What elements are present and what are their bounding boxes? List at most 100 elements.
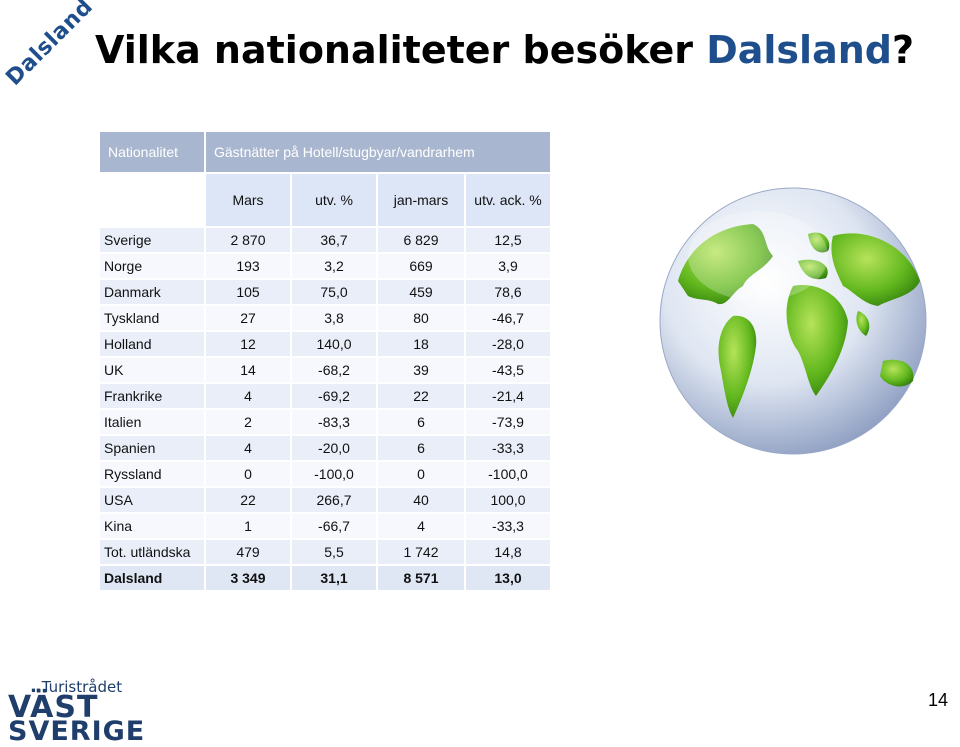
table-row: Tot. utländska 479 5,5 1 742 14,8	[100, 540, 550, 564]
cell-utv: 36,7	[292, 228, 376, 252]
table-row: Tyskland 27 3,8 80 -46,7	[100, 306, 550, 330]
corner-tag: Dalsland	[1, 0, 99, 91]
cell-mars: 2	[206, 410, 290, 434]
cell-utvack: 78,6	[466, 280, 550, 304]
cell-name: Kina	[100, 514, 204, 538]
cell-utvack: -73,9	[466, 410, 550, 434]
table-row: UK 14 -68,2 39 -43,5	[100, 358, 550, 382]
cell-utv: 31,1	[292, 566, 376, 590]
cell-name: Tyskland	[100, 306, 204, 330]
col-utv: utv. %	[292, 174, 376, 226]
cell-name: Sverige	[100, 228, 204, 252]
logo-line1: VÄST	[8, 690, 99, 725]
col-janmars: jan-mars	[378, 174, 464, 226]
cell-utv: -66,7	[292, 514, 376, 538]
guest-nights-table: Nationalitet Gästnätter på Hotell/stugby…	[98, 130, 552, 592]
cell-utv: -20,0	[292, 436, 376, 460]
header-nationality: Nationalitet	[100, 132, 204, 172]
cell-mars: 479	[206, 540, 290, 564]
cell-mars: 4	[206, 436, 290, 460]
cell-utv: -100,0	[292, 462, 376, 486]
table-row: Sverige 2 870 36,7 6 829 12,5	[100, 228, 550, 252]
cell-utvack: 12,5	[466, 228, 550, 252]
cell-mars: 4	[206, 384, 290, 408]
cell-utvack: -100,0	[466, 462, 550, 486]
cell-janmars: 0	[378, 462, 464, 486]
cell-janmars: 40	[378, 488, 464, 512]
page-number: 14	[927, 690, 948, 710]
table-row: Danmark 105 75,0 459 78,6	[100, 280, 550, 304]
cell-janmars: 80	[378, 306, 464, 330]
cell-mars: 2 870	[206, 228, 290, 252]
cell-utv: 3,2	[292, 254, 376, 278]
table-row: Frankrike 4 -69,2 22 -21,4	[100, 384, 550, 408]
cell-utvack: -46,7	[466, 306, 550, 330]
cell-utvack: -21,4	[466, 384, 550, 408]
cell-utv: 75,0	[292, 280, 376, 304]
page-title: Vilka nationaliteter besöker Dalsland?	[95, 28, 914, 72]
cell-utvack: 13,0	[466, 566, 550, 590]
logo-vastsverige: .. Turistrådet VÄST SVERIGE	[8, 676, 146, 747]
cell-mars: 0	[206, 462, 290, 486]
cell-name: USA	[100, 488, 204, 512]
cell-name: Norge	[100, 254, 204, 278]
cell-utv: 3,8	[292, 306, 376, 330]
cell-utvack: 3,9	[466, 254, 550, 278]
cell-mars: 105	[206, 280, 290, 304]
cell-utv: 140,0	[292, 332, 376, 356]
cell-mars: 3 349	[206, 566, 290, 590]
cell-janmars: 6	[378, 436, 464, 460]
cell-janmars: 1 742	[378, 540, 464, 564]
cell-janmars: 6 829	[378, 228, 464, 252]
table-row: Holland 12 140,0 18 -28,0	[100, 332, 550, 356]
cell-mars: 22	[206, 488, 290, 512]
cell-mars: 1	[206, 514, 290, 538]
total-row: Dalsland 3 349 31,1 8 571 13,0	[100, 566, 550, 590]
cell-utvack: -28,0	[466, 332, 550, 356]
cell-janmars: 459	[378, 280, 464, 304]
cell-name: Spanien	[100, 436, 204, 460]
cell-utv: -83,3	[292, 410, 376, 434]
table-row: Kina 1 -66,7 4 -33,3	[100, 514, 550, 538]
cell-utv: -68,2	[292, 358, 376, 382]
title-prefix: Vilka nationaliteter besöker	[95, 28, 707, 72]
col-utvack: utv. ack. %	[466, 174, 550, 226]
table-row: USA 22 266,7 40 100,0	[100, 488, 550, 512]
cell-janmars: 18	[378, 332, 464, 356]
cell-name: UK	[100, 358, 204, 382]
cell-name: Dalsland	[100, 566, 204, 590]
cell-name: Italien	[100, 410, 204, 434]
cell-janmars: 39	[378, 358, 464, 382]
cell-name: Frankrike	[100, 384, 204, 408]
logo-prefix: Turistrådet	[41, 678, 123, 696]
cell-utv: 266,7	[292, 488, 376, 512]
cell-utvack: -33,3	[466, 514, 550, 538]
cell-utvack: 100,0	[466, 488, 550, 512]
logo-line2: SVERIGE	[8, 716, 146, 747]
cell-mars: 27	[206, 306, 290, 330]
title-suffix: ?	[891, 28, 915, 72]
cell-name: Ryssland	[100, 462, 204, 486]
cell-mars: 12	[206, 332, 290, 356]
table-row: Ryssland 0 -100,0 0 -100,0	[100, 462, 550, 486]
table-row: Italien 2 -83,3 6 -73,9	[100, 410, 550, 434]
cell-utvack: -33,3	[466, 436, 550, 460]
table-row: Spanien 4 -20,0 6 -33,3	[100, 436, 550, 460]
title-accent: Dalsland	[706, 28, 892, 72]
cell-janmars: 669	[378, 254, 464, 278]
cell-janmars: 8 571	[378, 566, 464, 590]
header-blank	[100, 174, 204, 226]
globe-icon	[659, 187, 927, 455]
cell-janmars: 4	[378, 514, 464, 538]
cell-utvack: -43,5	[466, 358, 550, 382]
cell-utv: -69,2	[292, 384, 376, 408]
cell-name: Holland	[100, 332, 204, 356]
cell-name: Tot. utländska	[100, 540, 204, 564]
cell-mars: 14	[206, 358, 290, 382]
cell-mars: 193	[206, 254, 290, 278]
table-row: Norge 193 3,2 669 3,9	[100, 254, 550, 278]
header-group: Gästnätter på Hotell/stugbyar/vandrarhem	[206, 132, 550, 172]
cell-name: Danmark	[100, 280, 204, 304]
cell-utv: 5,5	[292, 540, 376, 564]
cell-utvack: 14,8	[466, 540, 550, 564]
